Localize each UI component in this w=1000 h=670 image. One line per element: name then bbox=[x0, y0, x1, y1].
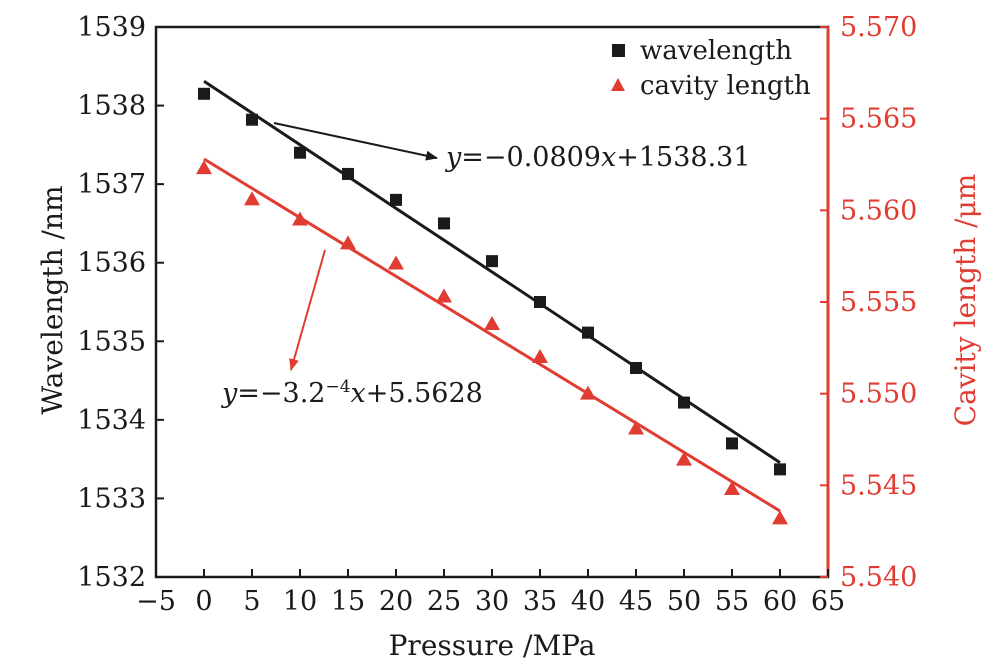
wavelength-point bbox=[582, 326, 594, 339]
wavelength-point bbox=[678, 396, 690, 409]
x-tick-label: 45 bbox=[619, 586, 653, 617]
cavity-length-point bbox=[580, 385, 596, 400]
y2-tick-label: 5.570 bbox=[840, 12, 917, 43]
y2-axis-title: Cavity length /μm bbox=[949, 174, 982, 427]
cavity-length-point bbox=[676, 451, 692, 466]
y2-tick-label: 5.565 bbox=[840, 104, 917, 135]
wavelength-point bbox=[726, 437, 738, 450]
wavelength-point bbox=[342, 167, 354, 180]
wavelength-point bbox=[246, 113, 258, 126]
x-tick-label: 40 bbox=[571, 586, 605, 617]
legend-square-marker bbox=[612, 44, 625, 57]
y2-tick-label: 5.545 bbox=[840, 470, 917, 501]
x-tick-label: 10 bbox=[283, 586, 317, 617]
x-tick-label: 15 bbox=[331, 586, 365, 617]
x-tick-label: 60 bbox=[763, 586, 797, 617]
cavity-length-point bbox=[532, 349, 548, 363]
y-tick-label: 1532 bbox=[77, 562, 146, 593]
x-axis: −5 0 5 10 15 20 25 30 35 40 45 50 55 60 65 bbox=[136, 569, 845, 617]
wavelength-point bbox=[774, 463, 786, 476]
x-tick-label: 35 bbox=[523, 586, 557, 617]
x-tick-label: −5 bbox=[136, 586, 176, 617]
y-axis-right: 5.540 5.545 5.550 5.555 5.560 5.565 5.570 bbox=[820, 12, 917, 593]
cavity-length-point bbox=[724, 481, 740, 495]
cavity-fit-equation: y=−3.2−4x+5.5628 bbox=[221, 377, 483, 409]
legend: wavelength cavity length bbox=[611, 36, 811, 101]
x-tick-label: 5 bbox=[243, 586, 260, 617]
cavity-length-point bbox=[388, 255, 404, 270]
cavity-length-point bbox=[244, 191, 260, 206]
x-axis-title: Pressure /MPa bbox=[389, 629, 596, 662]
data-points bbox=[196, 87, 788, 525]
y2-tick-label: 5.555 bbox=[840, 287, 917, 318]
wavelength-point bbox=[438, 217, 450, 230]
cavity-length-point bbox=[484, 316, 500, 330]
cavity-length-point bbox=[436, 288, 452, 303]
y-tick-label: 1534 bbox=[77, 405, 146, 436]
y2-tick-label: 5.540 bbox=[840, 562, 917, 593]
cavity-length-point bbox=[628, 420, 644, 435]
cavity-length-point bbox=[292, 211, 308, 226]
wavelength-point bbox=[630, 362, 642, 374]
legend-label-cavity-length: cavity length bbox=[640, 71, 811, 101]
y-axis-title: Wavelength /nm bbox=[36, 185, 69, 414]
y-tick-label: 1533 bbox=[77, 483, 146, 514]
wavelength-point bbox=[198, 87, 210, 100]
x-tick-label: 30 bbox=[475, 586, 509, 617]
y2-tick-label: 5.560 bbox=[840, 195, 917, 226]
x-tick-label: 0 bbox=[195, 586, 212, 617]
y-tick-label: 1537 bbox=[77, 169, 146, 200]
wavelength-equation-arrow bbox=[273, 122, 438, 161]
y-tick-label: 1539 bbox=[77, 12, 146, 43]
x-tick-label: 55 bbox=[715, 586, 749, 617]
y-tick-label: 1538 bbox=[77, 91, 146, 122]
y-tick-label: 1536 bbox=[77, 248, 146, 279]
wavelength-point bbox=[486, 255, 498, 268]
x-tick-label: 25 bbox=[427, 586, 461, 617]
wavelength-point bbox=[534, 296, 546, 308]
y-tick-label: 1535 bbox=[77, 326, 146, 357]
x-tick-label: 65 bbox=[811, 586, 845, 617]
x-tick-label: 20 bbox=[379, 586, 413, 617]
legend-label-wavelength: wavelength bbox=[640, 36, 792, 66]
cavity-equation-arrow bbox=[289, 249, 326, 371]
wavelength-fit-equation: y=−0.0809x+1538.31 bbox=[445, 142, 751, 173]
y2-tick-label: 5.550 bbox=[840, 379, 917, 410]
wavelength-point bbox=[390, 193, 402, 206]
y-axis-left: 1532 1533 1534 1535 1536 1537 1538 1539 bbox=[77, 12, 164, 593]
x-tick-label: 50 bbox=[667, 586, 701, 617]
cavity-length-point bbox=[772, 510, 788, 525]
cavity-length-point bbox=[340, 235, 356, 250]
cavity-length-point bbox=[196, 160, 212, 175]
legend-triangle-marker bbox=[611, 78, 625, 91]
wavelength-point bbox=[294, 146, 306, 159]
cavity-length-fit-line bbox=[203, 157, 781, 513]
